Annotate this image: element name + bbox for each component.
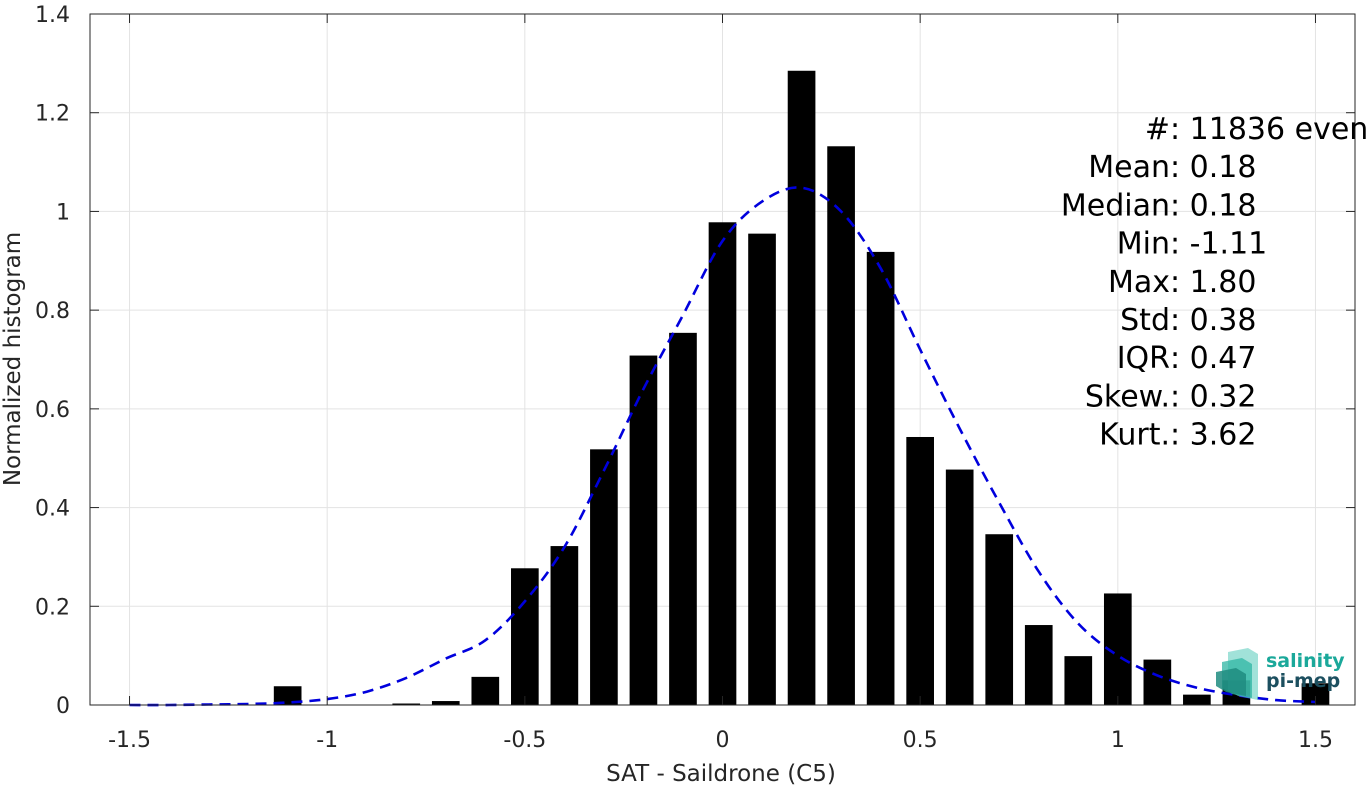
stat-label: Mean (1088, 150, 1170, 185)
histogram-bar (945, 469, 974, 705)
histogram-bar (431, 701, 460, 705)
salinity-pi-mep-logo: salinity pi-mep (1216, 648, 1345, 700)
x-tick-label: -1 (316, 728, 338, 753)
stat-label: Max (1108, 265, 1170, 300)
x-tick-label: 1 (1111, 728, 1125, 753)
y-tick-label: 0.6 (35, 398, 70, 423)
stat-value: : 3.62 (1170, 418, 1256, 453)
x-tick-label: -0.5 (503, 728, 546, 753)
stat-label: Std (1120, 303, 1170, 338)
x-axis-label: SAT - Saildrone (C5) (606, 761, 836, 785)
histogram-bar (669, 332, 697, 705)
stat-line: Min : -1.11 (1117, 227, 1268, 262)
histogram-bar (1024, 625, 1053, 705)
stat-label: Kurt. (1099, 418, 1170, 453)
y-tick-label: 1.2 (35, 102, 70, 127)
logo-text-pi-mep: pi-mep (1266, 670, 1340, 692)
histogram-bar (906, 436, 934, 705)
histogram-bar (590, 449, 618, 705)
stat-label: IQR (1117, 341, 1170, 376)
histogram-bar (1183, 694, 1211, 705)
y-tick-label: 0.8 (35, 299, 70, 324)
histogram-bar (866, 251, 895, 705)
histogram-bar (392, 703, 421, 705)
normal-fit-curve (129, 186, 1316, 707)
y-tick-label: 0.2 (35, 595, 70, 620)
stat-value: : -1.11 (1170, 227, 1267, 262)
histogram-bar (1143, 659, 1172, 705)
histogram-bar (273, 686, 302, 705)
y-tick-labels: 0 0.2 0.4 0.6 0.8 1 1.2 1.4 (35, 3, 70, 719)
stat-line: Mean : 0.18 (1088, 150, 1256, 185)
axis-ticks (90, 13, 1355, 706)
stat-line: Skew. : 0.32 (1085, 379, 1257, 414)
histogram-bar (1064, 656, 1093, 705)
stat-label: Min (1117, 227, 1170, 262)
stat-value: : 11836 events (1170, 112, 1367, 147)
stat-value: : 0.47 (1170, 341, 1256, 376)
histogram-bar (787, 70, 816, 705)
x-tick-label: 1.5 (1298, 728, 1333, 753)
histogram-bar (629, 355, 658, 705)
y-tick-label: 1 (56, 200, 70, 225)
histogram-bar (471, 676, 500, 705)
stat-line: # : 11836 events (1145, 112, 1367, 147)
histogram-bar (827, 146, 855, 705)
y-tick-label: 1.4 (35, 3, 70, 28)
x-tick-label: -1.5 (108, 728, 151, 753)
histogram-bar (708, 222, 737, 705)
histogram-bar (550, 546, 579, 705)
histogram-bars (273, 70, 1330, 705)
histogram-bar (748, 233, 776, 705)
wave-logo-icon (1216, 648, 1258, 700)
stat-label: # (1145, 112, 1170, 147)
stat-line: Std : 0.38 (1120, 303, 1256, 338)
stat-line: Max : 1.80 (1108, 265, 1256, 300)
stat-line: Median : 0.18 (1061, 188, 1257, 223)
stat-value: : 1.80 (1170, 265, 1256, 300)
stat-value: : 0.38 (1170, 303, 1256, 338)
x-tick-label: 0 (716, 728, 730, 753)
stat-value: : 0.18 (1170, 188, 1256, 223)
stat-line: Kurt. : 3.62 (1099, 418, 1256, 453)
stat-line: IQR : 0.47 (1117, 341, 1257, 376)
x-tick-label: 0.5 (903, 728, 938, 753)
x-tick-labels: -1.5 -1 -0.5 0 0.5 1 1.5 (108, 728, 1333, 753)
logo-text-salinity: salinity (1266, 650, 1345, 672)
y-tick-label: 0 (56, 694, 70, 719)
histogram-bar (985, 534, 1014, 705)
y-axis-label: Normalized histogram (0, 232, 26, 486)
stat-label: Median (1061, 188, 1170, 223)
stat-value: : 0.32 (1170, 379, 1256, 414)
stat-value: : 0.18 (1170, 150, 1256, 185)
histogram-bar (1301, 683, 1330, 705)
y-tick-label: 0.4 (35, 497, 70, 522)
stat-label: Skew. (1085, 379, 1170, 414)
